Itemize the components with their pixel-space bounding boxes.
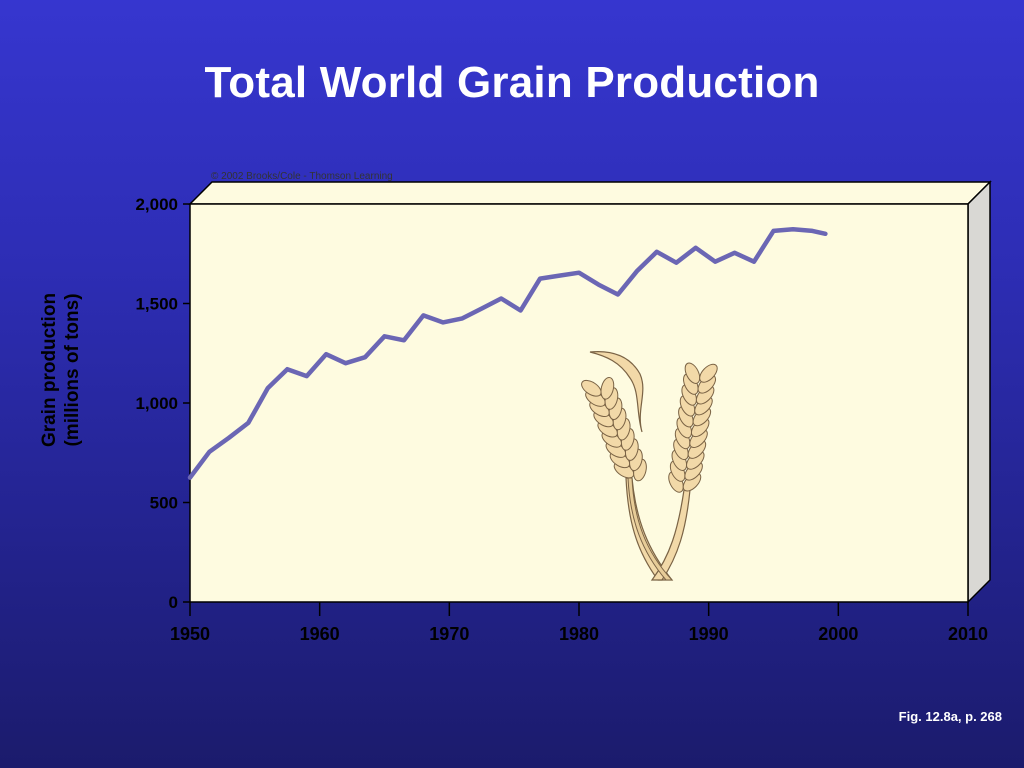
y-axis-label: Grain production (millions of tons) xyxy=(38,293,84,447)
grain-production-line xyxy=(187,227,828,480)
slide-title: Total World Grain Production xyxy=(204,58,820,107)
x-tick-label-1960: 1960 xyxy=(300,624,340,644)
y-axis-label-line-1: Grain production xyxy=(39,292,60,448)
y-tick-label-1,500: 1,500 xyxy=(135,295,178,314)
wheat-head-left-kernel xyxy=(600,376,615,400)
wheat-leaf xyxy=(589,351,644,433)
wheat-head-right-kernel xyxy=(684,362,701,384)
y-axis-label-line-2: (millions of tons) xyxy=(62,293,83,447)
wheat-head-right-kernel xyxy=(699,363,718,383)
x-tick-label-2010: 2010 xyxy=(948,624,988,644)
x-tick-label-1950: 1950 xyxy=(170,624,210,644)
x-tick-label-1970: 1970 xyxy=(429,624,469,644)
wheat-head-left-kernel xyxy=(581,379,602,397)
plot-box-top-face xyxy=(188,181,992,205)
y-tick-label-0: 0 xyxy=(169,593,178,612)
x-tick-label-2000: 2000 xyxy=(818,624,858,644)
plot-box-side-face xyxy=(967,180,991,604)
figure-reference: Fig. 12.8a, p. 268 xyxy=(898,709,1002,724)
y-tick-label-1,000: 1,000 xyxy=(135,394,178,413)
wheat-stem-inner xyxy=(627,477,674,581)
plot-area xyxy=(189,203,969,603)
x-tick-label-1980: 1980 xyxy=(559,624,599,644)
wheat-icon xyxy=(581,351,718,581)
y-tick-label-500: 500 xyxy=(150,494,178,513)
y-tick-label-2,000: 2,000 xyxy=(135,195,178,214)
x-tick-label-1990: 1990 xyxy=(689,624,729,644)
wheat-stem-right xyxy=(650,489,691,581)
copyright-notice: © 2002 Brooks/Cole - Thomson Learning xyxy=(211,171,393,182)
